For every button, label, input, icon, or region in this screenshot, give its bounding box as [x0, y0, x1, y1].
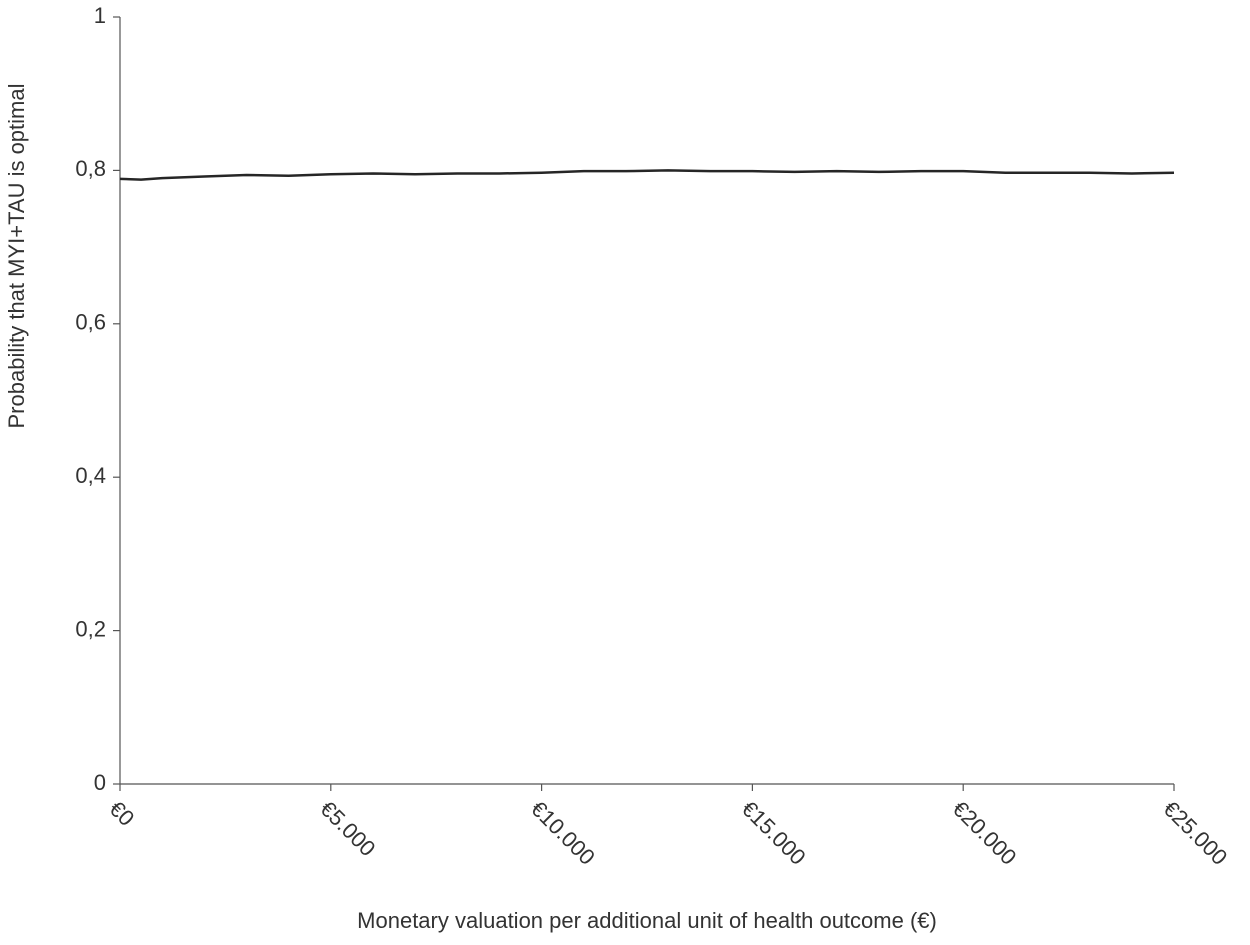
x-tick-label: €25.000: [1158, 796, 1232, 870]
y-tick-label: 1: [94, 3, 106, 28]
y-tick-label: 0,4: [75, 463, 106, 488]
x-tick-label: €10.000: [526, 796, 600, 870]
x-tick-label: €0: [104, 796, 139, 831]
x-tick-label: €5.000: [315, 796, 380, 861]
x-tick-label: €20.000: [948, 796, 1022, 870]
y-axis-title: Probability that MYI+TAU is optimal: [4, 84, 29, 429]
x-tick-label: €15.000: [737, 796, 811, 870]
y-tick-label: 0,6: [75, 310, 106, 335]
y-tick-label: 0,2: [75, 616, 106, 641]
line: [119, 169, 1175, 181]
y-tick-label: 0,8: [75, 156, 106, 181]
y-tick-label: 0: [94, 770, 106, 795]
x-axis-title: Monetary valuation per additional unit o…: [357, 908, 937, 933]
